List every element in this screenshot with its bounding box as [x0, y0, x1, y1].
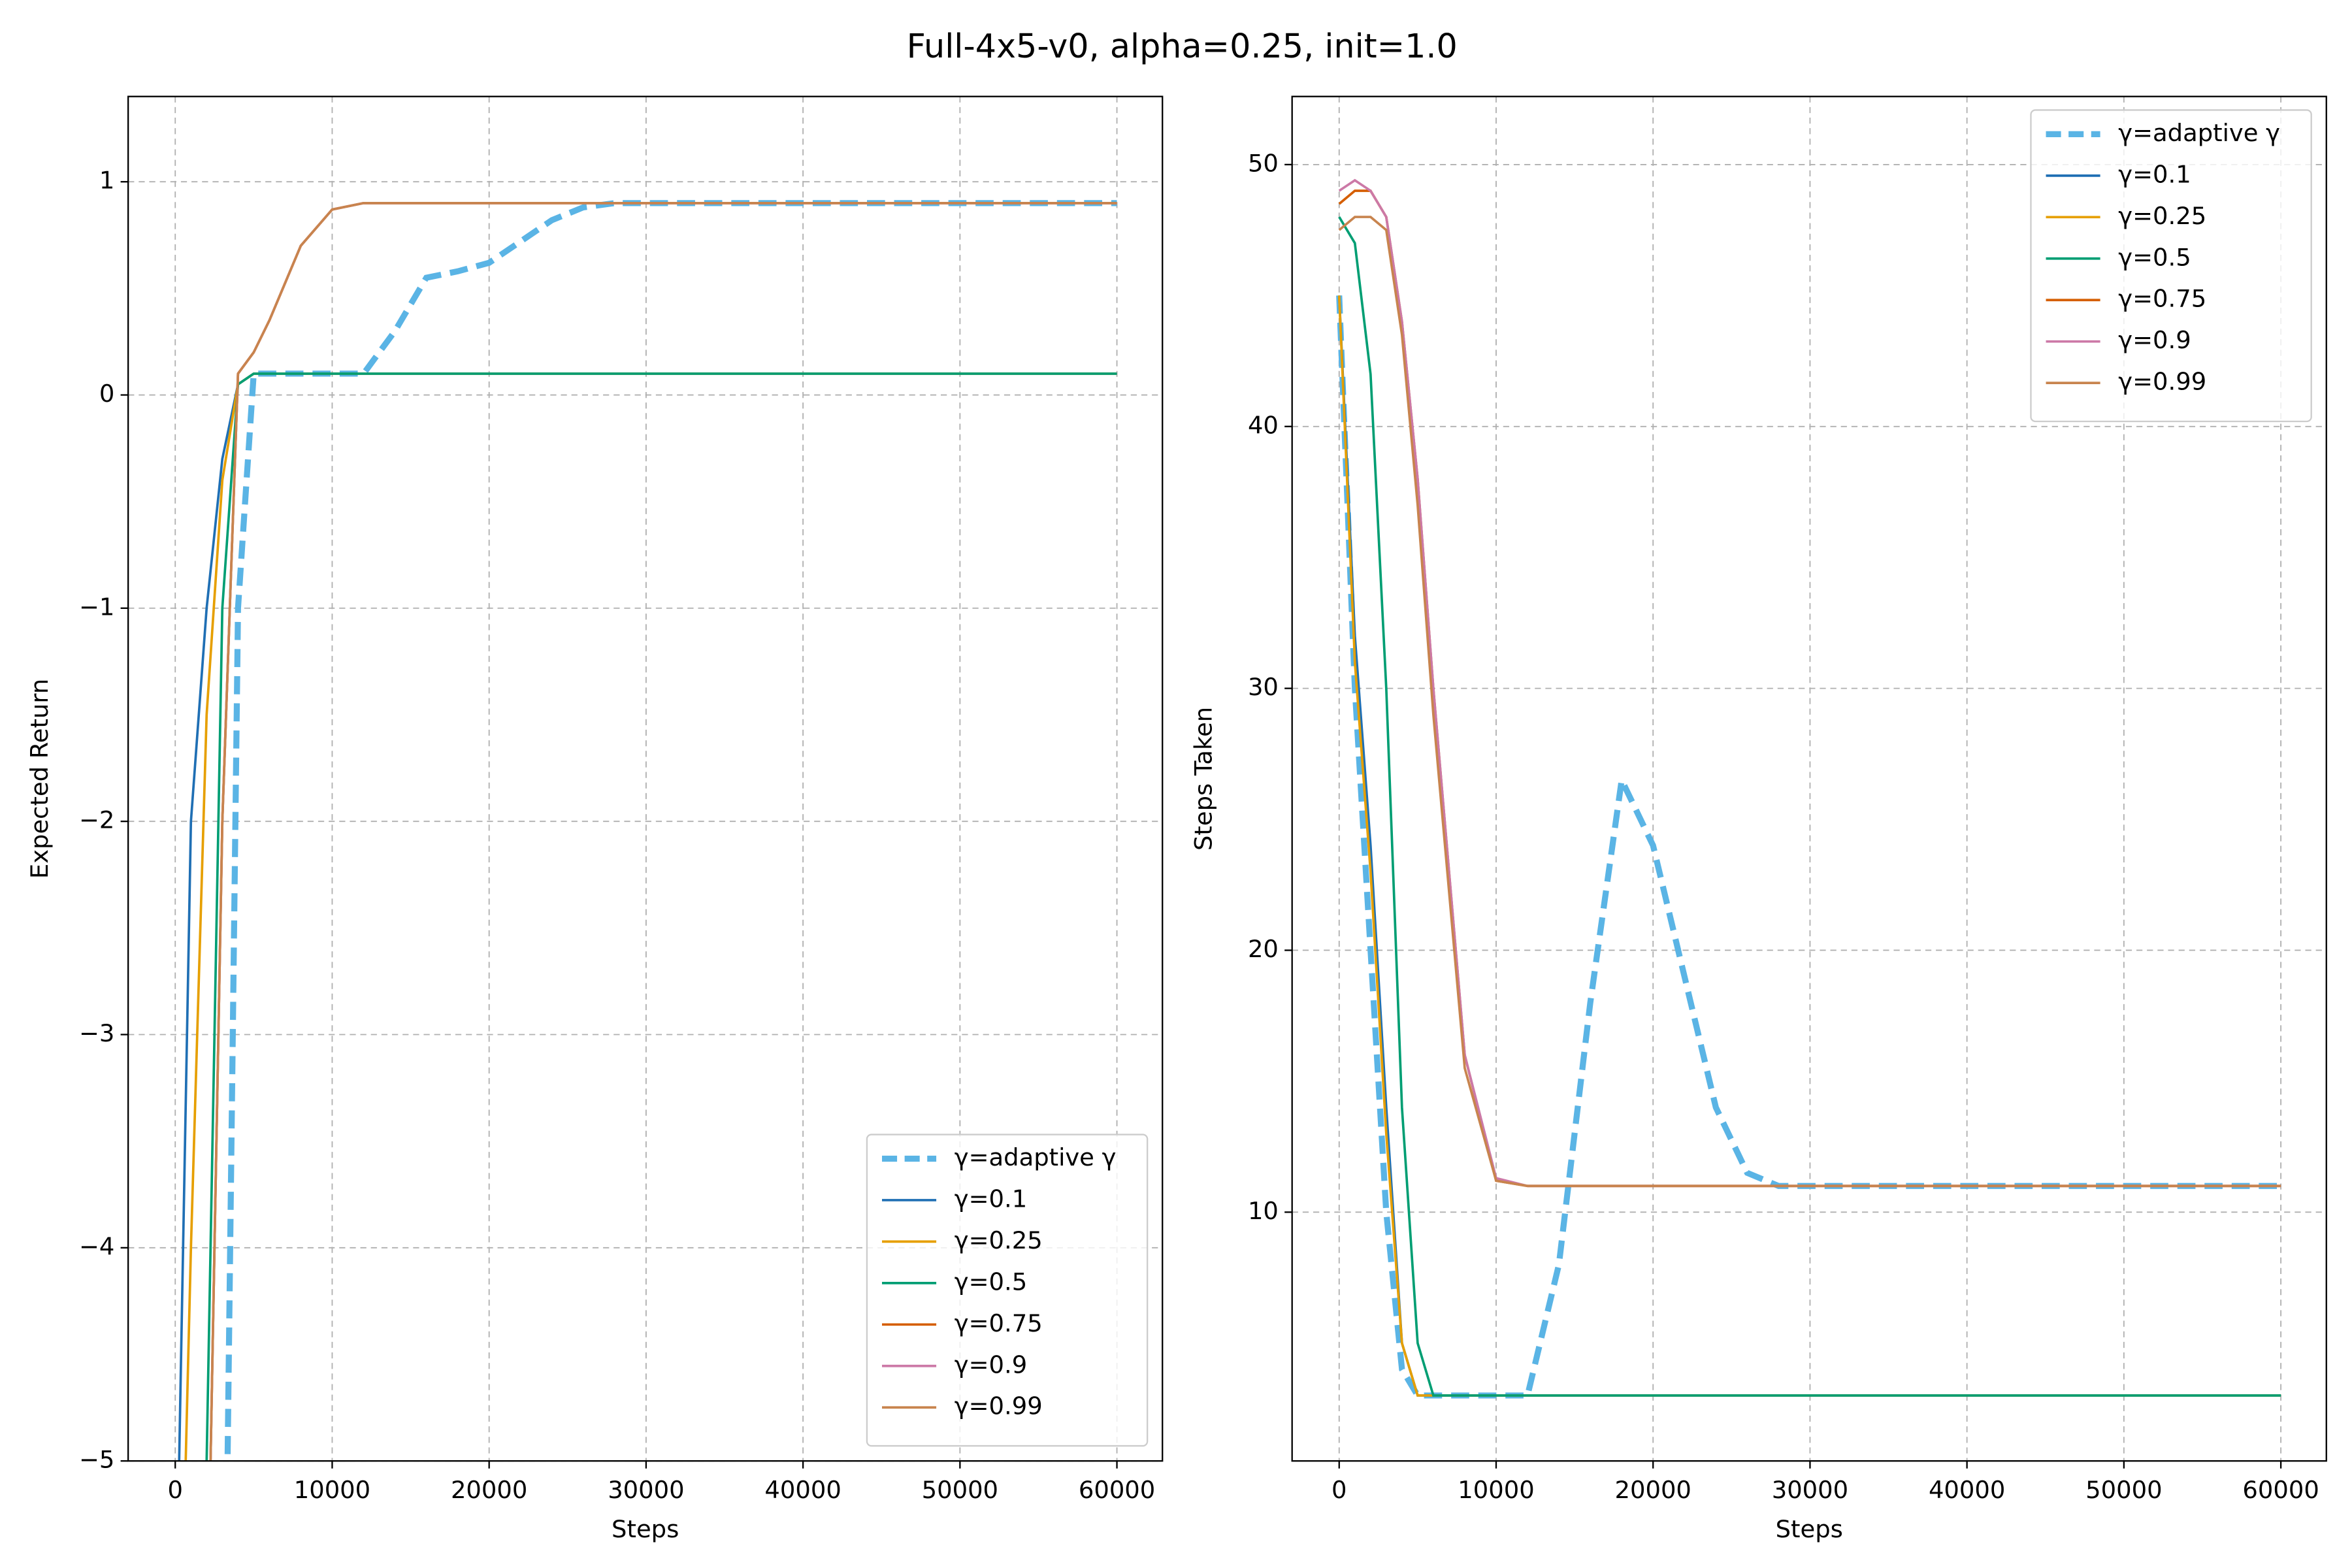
y-tick-label: −3: [79, 1019, 114, 1047]
y-tick-label: −2: [79, 806, 114, 834]
legend-label: γ=0.5: [2118, 243, 2191, 271]
legend-label: γ=0.75: [2118, 285, 2206, 313]
y-tick-label: 1: [99, 167, 114, 195]
x-tick-label: 20000: [1615, 1476, 1691, 1504]
legend-label: γ=0.25: [955, 1226, 1043, 1254]
legend-label: γ=0.9: [2118, 326, 2191, 354]
legend: γ=adaptive γ γ=0.1 γ=0.25 γ=0.5 γ=0.75 γ=0.9 γ…: [866, 1134, 1149, 1447]
legend-label: γ=0.99: [2118, 368, 2206, 396]
legend-label: γ=0.5: [955, 1267, 1027, 1296]
y-tick-label: 0: [99, 380, 114, 408]
legend-label: γ=0.75: [955, 1309, 1043, 1337]
chart: 0 10000 20000 30000 40000 50000 60000 −5 −4 −3 −2 −…: [25, 95, 1164, 1543]
legend-label: γ=0.1: [2118, 160, 2191, 188]
x-tick-label: 40000: [1929, 1476, 2005, 1504]
chart: 0 10000 20000 30000 40000 50000 60000 10 20 30 40 5…: [1189, 95, 2327, 1543]
legend-label: γ=0.9: [955, 1350, 1027, 1379]
x-tick-label: 60000: [1079, 1476, 1155, 1504]
x-axis-label: Steps: [1776, 1515, 1843, 1543]
y-tick-label: 40: [1248, 411, 1279, 439]
legend-label: γ=adaptive γ: [2118, 119, 2280, 147]
legend-label: γ=0.25: [2118, 202, 2206, 230]
y-tick-label: 50: [1248, 149, 1279, 177]
series-line: [205, 372, 1117, 1462]
x-tick-label: 50000: [922, 1476, 998, 1504]
y-tick-label: −4: [79, 1232, 114, 1260]
x-tick-label: 0: [1331, 1476, 1347, 1504]
x-tick-label: 40000: [764, 1476, 841, 1504]
x-axis-label: Steps: [612, 1515, 679, 1543]
series-line: [1338, 216, 2281, 1188]
x-tick-label: 50000: [2085, 1476, 2162, 1504]
y-tick-label: 10: [1248, 1197, 1279, 1225]
series-line: [1338, 216, 2281, 1397]
x-tick-label: 30000: [1772, 1476, 1848, 1504]
x-tick-label: 60000: [2242, 1476, 2319, 1504]
x-tick-label: 10000: [1458, 1476, 1534, 1504]
x-tick-label: 10000: [294, 1476, 370, 1504]
y-tick-label: −5: [79, 1446, 114, 1474]
legend-label: γ=0.1: [955, 1184, 1027, 1213]
figure-title: Full-4x5-v0, alpha=0.25, init=1.0: [907, 27, 1458, 65]
legend-box: [866, 1134, 1149, 1447]
plot-lines: [1336, 178, 2281, 1399]
y-tick-label: 20: [1248, 935, 1279, 963]
series-line: [209, 202, 1117, 1462]
legend-box: [2030, 109, 2312, 423]
y-tick-label: −1: [79, 593, 114, 621]
legend-label: γ=0.99: [955, 1392, 1043, 1420]
plot-frame: [127, 95, 1164, 1462]
series-line: [1336, 295, 2281, 1399]
plot-frame: [1291, 95, 2327, 1462]
y-tick-label: 30: [1248, 673, 1279, 701]
legend: γ=adaptive γ γ=0.1 γ=0.25 γ=0.5 γ=0.75 γ=0.9 γ…: [2030, 109, 2312, 423]
legend-label: γ=adaptive γ: [955, 1143, 1117, 1171]
x-tick-label: 0: [167, 1476, 182, 1504]
y-axis-label: Steps Taken: [1189, 707, 1217, 851]
x-tick-label: 20000: [451, 1476, 527, 1504]
x-tick-label: 30000: [608, 1476, 684, 1504]
y-axis-label: Expected Return: [25, 679, 54, 879]
plot-lines: [178, 200, 1117, 1462]
